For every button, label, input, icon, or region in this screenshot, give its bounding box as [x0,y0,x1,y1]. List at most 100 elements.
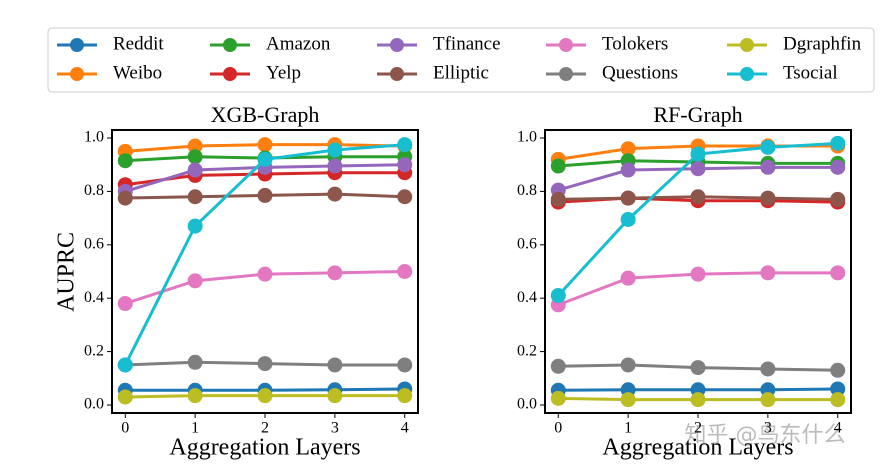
x-axis-label: Aggregation Layers [169,435,360,461]
axes-frame [544,129,852,414]
data-point [760,190,776,206]
data-point [690,189,706,205]
x-tick-label: 0 [554,420,562,437]
legend-label: Reddit [113,33,164,54]
data-point [327,357,343,373]
data-point [690,161,706,177]
data-point [550,358,566,374]
data-point [620,270,636,286]
legend-marker [559,38,573,52]
watermark: 知乎 @鸟东什么 [685,423,846,448]
legend-marker [740,38,754,52]
legend-marker [390,67,404,81]
y-tick-label: 1.0 [517,129,537,146]
data-point [760,265,776,281]
x-tick-label: 4 [401,420,409,437]
data-point [830,135,846,151]
data-point [257,266,273,282]
legend-marker [390,38,404,52]
data-point [690,360,706,376]
legend-label: Yelp [266,62,301,83]
data-point [397,189,413,205]
data-point [257,187,273,203]
data-point [187,189,203,205]
x-tick-label: 4 [834,420,842,437]
data-point [830,159,846,175]
data-point [397,357,413,373]
legend-label: Dgraphfin [783,33,862,54]
data-point [117,357,133,373]
x-tick-label: 1 [624,420,632,437]
legend-box [47,27,875,93]
data-point [620,392,636,408]
data-point [187,149,203,165]
data-point [620,357,636,373]
data-point [397,157,413,173]
x-tick-label: 3 [331,420,339,437]
legend-label: Questions [602,62,678,83]
axes-frame [111,129,419,414]
legend-marker [740,67,754,81]
data-point [830,362,846,378]
data-point [620,162,636,178]
data-point [257,151,273,167]
legend-marker [559,67,573,81]
data-point [187,388,203,404]
data-point [550,158,566,174]
y-tick-label: 0.6 [84,235,104,252]
y-tick-label: 0.2 [517,342,537,359]
data-point [327,158,343,174]
data-point [117,153,133,169]
data-point [327,265,343,281]
data-point [620,211,636,227]
data-point [760,361,776,377]
data-point [117,190,133,206]
legend-marker [70,38,84,52]
y-tick-label: 0.4 [84,289,104,306]
y-tick-label: 0.6 [517,235,537,252]
data-point [760,159,776,175]
y-tick-label: 0.8 [84,182,104,199]
x-axis-label: Aggregation Layers [602,435,793,461]
data-point [550,390,566,406]
data-point [327,186,343,202]
legend-label: Weibo [113,62,162,83]
data-point [620,190,636,206]
y-tick-label: 0.0 [84,396,104,413]
legend-marker [223,67,237,81]
data-point [187,162,203,178]
data-point [760,392,776,408]
data-point [830,191,846,207]
data-point [830,381,846,397]
data-point [830,265,846,281]
y-tick-label: 0.4 [517,289,537,306]
data-point [690,146,706,162]
data-point [187,138,203,154]
data-point [187,354,203,370]
x-tick-label: 2 [261,420,269,437]
data-point [257,356,273,372]
data-point [327,142,343,158]
y-tick-label: 0.2 [84,342,104,359]
data-point [257,388,273,404]
chart-title: RF-Graph [653,102,742,127]
y-tick-label: 0.0 [517,396,537,413]
chart-title: XGB-Graph [211,102,320,127]
data-point [830,392,846,408]
y-tick-label: 0.8 [517,182,537,199]
y-axis-label: AUPRC [54,232,80,312]
legend-label: Tolokers [602,33,668,54]
x-tick-label: 0 [121,420,129,437]
y-tick-label: 1.0 [84,129,104,146]
data-point [620,141,636,157]
legend-label: Tsocial [783,62,838,83]
x-tick-label: 2 [694,420,702,437]
data-point [397,137,413,153]
x-tick-label: 3 [764,420,772,437]
data-point [117,296,133,312]
data-point [690,266,706,282]
data-point [327,388,343,404]
data-point [760,139,776,155]
